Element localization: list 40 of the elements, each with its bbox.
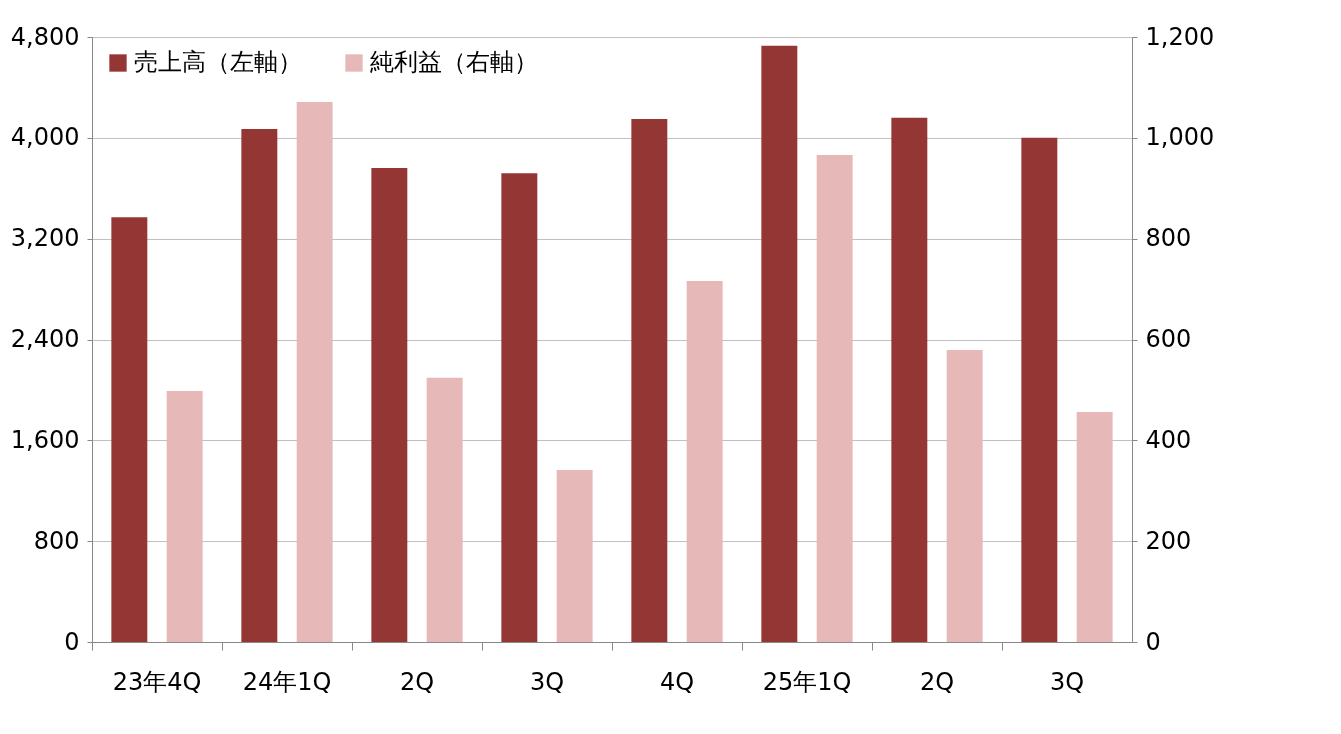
bar	[816, 154, 853, 642]
y-tick-label: 1,600	[10, 425, 80, 454]
bar	[891, 117, 928, 642]
bar	[1021, 137, 1058, 642]
bar	[501, 173, 538, 642]
bar	[371, 168, 408, 642]
x-tick-label: 24年1Q	[242, 667, 332, 696]
y-tick-label: 0	[64, 627, 80, 656]
x-tick-label: 4Q	[659, 667, 695, 696]
y2-tick-label: 0	[1145, 627, 1161, 656]
y-tick-label: 4,000	[10, 123, 80, 152]
bar	[426, 377, 463, 642]
bar	[946, 350, 983, 642]
bar	[761, 45, 798, 642]
y-tick-label: 800	[33, 526, 80, 555]
bar	[686, 281, 723, 642]
bar	[556, 470, 593, 642]
y2-tick-label: 800	[1145, 224, 1192, 253]
bar	[166, 390, 203, 642]
x-tick-label: 3Q	[1049, 667, 1085, 696]
x-tick-label: 25年1Q	[762, 667, 852, 696]
x-tick-label: 2Q	[919, 667, 955, 696]
x-tick-label: 23年4Q	[112, 667, 202, 696]
legend-label: 純利益（右軸）	[370, 48, 538, 76]
bar	[296, 102, 333, 642]
bar	[111, 217, 148, 642]
x-tick-label: 3Q	[529, 667, 565, 696]
y2-tick-label: 600	[1145, 325, 1192, 353]
y2-tick-label: 1,000	[1145, 123, 1215, 152]
y-tick-label: 3,200	[10, 224, 80, 253]
bar	[241, 129, 278, 642]
legend-label: 売上高（左軸）	[134, 48, 302, 76]
bar	[1076, 412, 1113, 642]
y2-tick-label: 400	[1145, 425, 1192, 454]
y-tick-label: 2,400	[10, 325, 80, 353]
y-tick-label: 4,800	[10, 22, 80, 51]
y2-tick-label: 200	[1145, 526, 1192, 555]
y2-tick-label: 1,200	[1145, 22, 1215, 51]
x-tick-label: 2Q	[399, 667, 435, 696]
bar	[631, 118, 668, 642]
